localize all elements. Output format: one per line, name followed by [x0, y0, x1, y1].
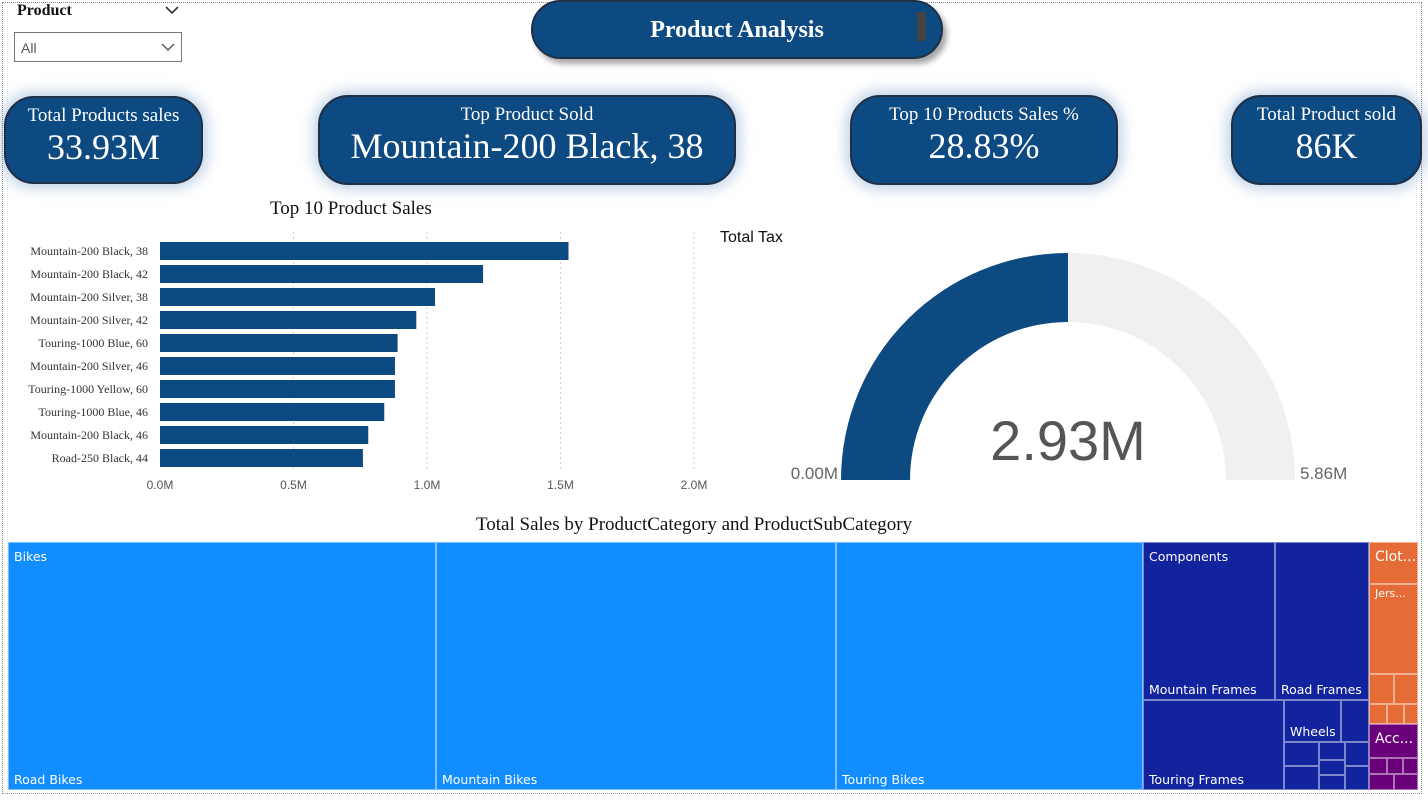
treemap-tile-component-small[interactable]: [1345, 742, 1369, 766]
category-label: Touring-1000 Blue, 60: [39, 336, 148, 350]
treemap-tile-component-small[interactable]: [1345, 766, 1369, 790]
category-label: Mountain-200 Silver, 46: [30, 359, 148, 373]
treemap-tile-component-small[interactable]: [1319, 742, 1345, 760]
bar[interactable]: [160, 357, 395, 375]
treemap-tile-touring-frames[interactable]: Touring Frames: [1143, 700, 1284, 790]
category-label: Mountain-200 Black, 46: [30, 428, 148, 442]
treemap-tile-accessories-small[interactable]: [1394, 774, 1418, 790]
slicer-selected-value: All: [21, 40, 37, 56]
treemap-tile-accessories-small[interactable]: [1403, 758, 1418, 774]
kpi-label: Top 10 Products Sales %: [889, 104, 1079, 125]
sales-treemap: Bikes Road Bikes Mountain Bikes Touring …: [8, 542, 1418, 790]
gauge-fill[interactable]: [841, 253, 1068, 480]
treemap-tile-clothing-small[interactable]: [1369, 674, 1394, 704]
kpi-label: Top Product Sold: [460, 104, 594, 125]
treemap-subcategory-label: Jers...: [1375, 587, 1406, 600]
chevron-down-icon: [161, 43, 175, 51]
treemap-tile-accessories-small[interactable]: [1369, 774, 1394, 790]
treemap-tile-touring-bikes[interactable]: Touring Bikes: [836, 542, 1143, 790]
treemap-tile-mountain-bikes[interactable]: Mountain Bikes: [436, 542, 836, 790]
bar[interactable]: [160, 380, 395, 398]
total-tax-gauge: 2.93M 0.00M 5.86M: [791, 253, 1347, 483]
kpi-label: Total Products sales: [27, 105, 180, 126]
gauge-max-label: 5.86M: [1300, 464, 1347, 483]
bar[interactable]: [160, 288, 436, 306]
kpi-label: Total Product sold: [1256, 104, 1397, 125]
x-tick-label: 2.0M: [681, 478, 708, 492]
treemap-tile-mountain-frames[interactable]: Components Mountain Frames: [1143, 542, 1275, 700]
treemap-tile-accessories-small[interactable]: [1387, 758, 1403, 774]
treemap-category-label: Clot...: [1375, 549, 1417, 565]
treemap-tile-jerseys[interactable]: Jers...: [1369, 584, 1418, 674]
kpi-value: Mountain-200 Black, 38: [350, 126, 704, 166]
top10-bar-chart: 0.0M 0.5M 1.0M 1.5M 2.0M Mountain-200 Black, …: [28, 232, 708, 492]
title-marker: [917, 12, 926, 41]
treemap-tile-clothing-small[interactable]: [1404, 704, 1418, 724]
treemap-tile-wheels[interactable]: Wheels: [1284, 700, 1341, 742]
treemap-tile-road-bikes[interactable]: Bikes Road Bikes: [8, 542, 436, 790]
category-label: Mountain-200 Silver, 42: [30, 313, 148, 327]
gauge-title: Total Tax: [720, 229, 783, 246]
treemap-tile-component-small[interactable]: [1284, 766, 1319, 790]
x-tick-label: 0.5M: [280, 478, 307, 492]
treemap-tile-component-small[interactable]: [1341, 700, 1369, 742]
kpi-value: 28.83%: [928, 126, 1040, 166]
treemap-subcategory-label: Mountain Frames: [1149, 682, 1257, 697]
kpi-value: 33.93M: [46, 127, 160, 167]
treemap-subcategory-label: Touring Bikes: [842, 772, 925, 787]
bar[interactable]: [160, 426, 369, 444]
gauge-value-label: 2.93M: [990, 409, 1146, 472]
treemap-tile-clothing[interactable]: Clot...: [1369, 542, 1418, 584]
slicer-collapse-chevron-icon[interactable]: [165, 4, 179, 16]
treemap-title: Total Sales by ProductCategory and Produ…: [476, 514, 913, 535]
treemap-subcategory-label: Mountain Bikes: [442, 772, 538, 787]
x-tick-label: 1.5M: [547, 478, 574, 492]
bar[interactable]: [160, 242, 569, 260]
treemap-category-label: Acc...: [1375, 731, 1414, 747]
category-label: Mountain-200 Silver, 38: [30, 290, 148, 304]
bar[interactable]: [160, 334, 398, 352]
bar-chart-title: Top 10 Product Sales: [270, 198, 432, 219]
kpi-card-total-sales: Total Products sales 33.93M: [4, 96, 203, 184]
treemap-tile-component-small[interactable]: [1284, 742, 1319, 766]
treemap-subcategory-label: Touring Frames: [1149, 772, 1244, 787]
treemap-tile-accessories-small[interactable]: [1369, 758, 1387, 774]
category-label: Mountain-200 Black, 42: [30, 267, 148, 281]
bar[interactable]: [160, 449, 363, 467]
category-label: Road-250 Black, 44: [52, 451, 148, 465]
treemap-tile-component-small[interactable]: [1319, 775, 1345, 790]
bar[interactable]: [160, 311, 417, 329]
category-label: Touring-1000 Blue, 46: [39, 405, 148, 419]
treemap-tile-clothing-small[interactable]: [1369, 704, 1387, 724]
treemap-subcategory-label: Wheels: [1290, 724, 1336, 739]
kpi-card-top-product: Top Product Sold Mountain-200 Black, 38: [318, 95, 736, 185]
treemap-subcategory-label: Road Bikes: [14, 772, 83, 787]
x-tick-label: 0.0M: [147, 478, 174, 492]
category-label: Touring-1000 Yellow, 60: [28, 382, 148, 396]
treemap-tile-accessories[interactable]: Acc...: [1369, 724, 1418, 758]
treemap-tile-clothing-small[interactable]: [1394, 674, 1418, 704]
gauge-min-label: 0.00M: [791, 464, 838, 483]
page-title: Product Analysis: [531, 0, 943, 59]
treemap-category-label: Components: [1149, 549, 1229, 564]
treemap-tile-clothing-small[interactable]: [1387, 704, 1404, 724]
bar[interactable]: [160, 265, 484, 283]
x-tick-label: 1.0M: [414, 478, 441, 492]
treemap-tile-road-frames[interactable]: Road Frames: [1275, 542, 1369, 700]
treemap-tile-component-small[interactable]: [1319, 760, 1345, 775]
kpi-value: 86K: [1295, 126, 1358, 166]
kpi-card-total-sold: Total Product sold 86K: [1231, 95, 1422, 185]
treemap-subcategory-label: Road Frames: [1281, 682, 1362, 697]
treemap-category-label: Bikes: [14, 549, 48, 564]
category-label: Mountain-200 Black, 38: [30, 244, 148, 258]
kpi-card-top10-pct: Top 10 Products Sales % 28.83%: [850, 95, 1118, 185]
product-slicer-dropdown[interactable]: All: [14, 32, 182, 62]
bar[interactable]: [160, 403, 385, 421]
product-slicer-title: Product: [17, 2, 72, 19]
